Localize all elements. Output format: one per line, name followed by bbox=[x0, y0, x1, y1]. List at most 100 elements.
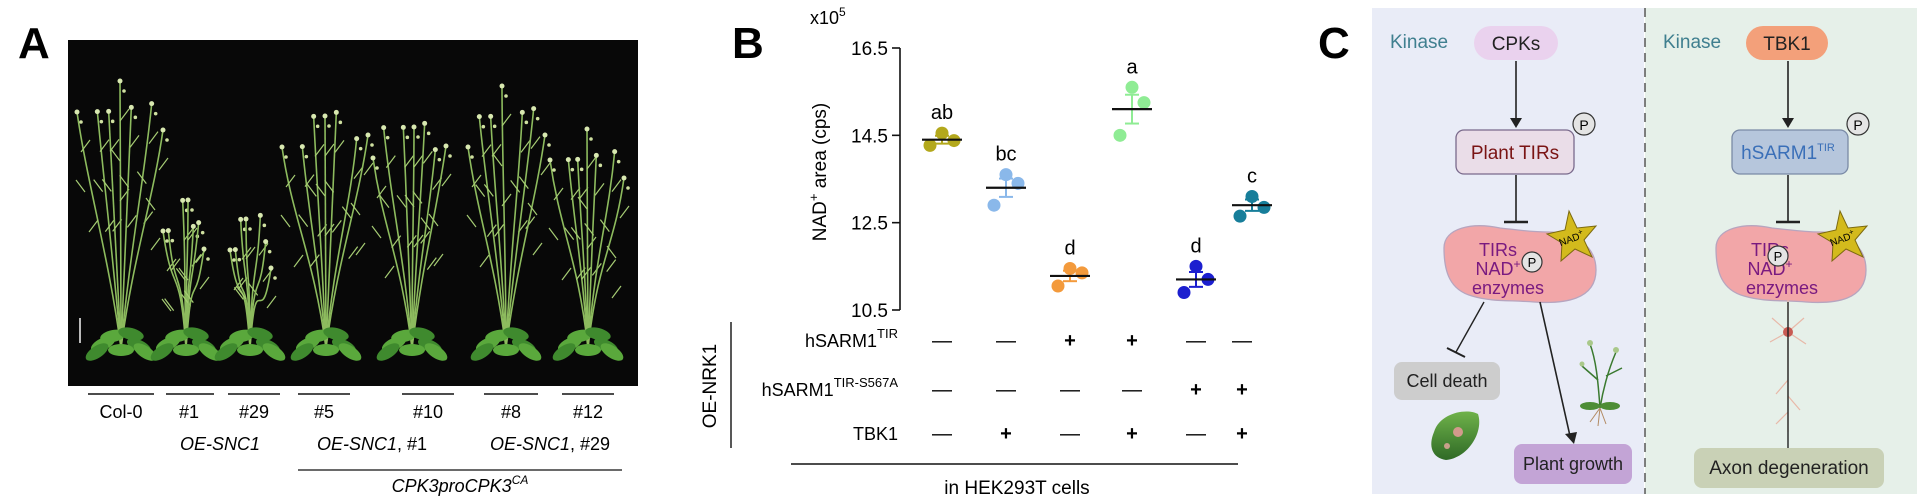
enzyme-line3: enzymes bbox=[1472, 278, 1544, 298]
data-point bbox=[1011, 176, 1025, 190]
data-point bbox=[1189, 259, 1203, 273]
seedling-icon bbox=[1579, 340, 1623, 427]
significance-letter: a bbox=[1126, 56, 1138, 78]
tir-enzyme-blob bbox=[1443, 225, 1597, 304]
plant-growth-label: Plant growth bbox=[1523, 454, 1623, 474]
genotype-label: #5 bbox=[314, 402, 334, 422]
kinase-tbk1: TBK1 bbox=[1763, 34, 1811, 55]
kinase-label: Kinase bbox=[1663, 32, 1721, 53]
plant-tirs-box bbox=[1455, 129, 1575, 175]
kinase-tbk1-pill bbox=[1746, 26, 1828, 60]
hsarm1-tir-box bbox=[1731, 129, 1849, 175]
condition-sign: — bbox=[932, 330, 952, 352]
plant bbox=[74, 78, 169, 361]
animal-pathway: Kinase TBK1 hSARM1TIR P TIRs NAD+ enzyme… bbox=[1663, 26, 1884, 488]
condition-sign: — bbox=[1060, 379, 1080, 401]
series-group: a bbox=[1112, 56, 1152, 142]
condition-sign: + bbox=[1236, 423, 1248, 445]
side-label-oe-nrk1: OE-NRK1 bbox=[700, 344, 721, 428]
enzyme-line3: enzymes bbox=[1746, 278, 1818, 298]
condition-sign: — bbox=[1122, 379, 1142, 401]
row-label: hSARM1TIR-S567A bbox=[762, 375, 899, 400]
series-group: c bbox=[1232, 165, 1272, 223]
group-label-oe-snc1-1: OE-SNC1, #1 bbox=[317, 434, 427, 454]
y-multiplier: x105 bbox=[810, 5, 846, 28]
condition-sign: — bbox=[1186, 330, 1206, 352]
plant bbox=[547, 126, 630, 361]
genotype-labels: Col-0 #1 #29 #5 #10 #8 #12 OE-SNC1 OE-SN… bbox=[88, 393, 622, 496]
significance-letter: d bbox=[1190, 235, 1201, 257]
kinase-cpks: CPKs bbox=[1492, 34, 1541, 55]
significance-letter: ab bbox=[931, 102, 953, 124]
enzyme-line1: TIRs bbox=[1479, 240, 1517, 260]
data-point bbox=[1125, 80, 1139, 94]
axon-degeneration-label: Axon degeneration bbox=[1709, 458, 1869, 479]
data-point bbox=[999, 168, 1013, 182]
plant bbox=[150, 197, 222, 361]
condition-sign: + bbox=[1126, 423, 1138, 445]
phospho-circle bbox=[1572, 112, 1596, 136]
genotype-label: #10 bbox=[413, 402, 443, 422]
y-tick-label: 16.5 bbox=[851, 39, 888, 60]
series-group: d bbox=[1176, 235, 1216, 300]
enzyme-line2: NAD+ bbox=[1475, 257, 1520, 279]
group-label-oe-snc1-29: OE-SNC1, #29 bbox=[490, 434, 610, 454]
series-group: bc bbox=[986, 144, 1026, 212]
nad-scatter-chart: 10.5 12.5 14.5 16.5 ab bc d a d c bbox=[851, 39, 1272, 322]
phospho-label: P bbox=[1853, 117, 1862, 133]
data-point bbox=[923, 138, 937, 152]
data-point bbox=[1245, 189, 1259, 203]
plant bbox=[279, 109, 374, 361]
group-label-oe-snc1: OE-SNC1 bbox=[180, 434, 260, 454]
row-label: TBK1 bbox=[853, 424, 898, 444]
condition-sign: — bbox=[996, 379, 1016, 401]
condition-sign: + bbox=[1236, 379, 1248, 401]
condition-sign: — bbox=[1186, 423, 1206, 445]
data-point bbox=[1233, 209, 1247, 223]
phospho-label-2: P bbox=[1528, 255, 1537, 270]
condition-sign: + bbox=[1126, 330, 1138, 352]
panel-b-letter: B bbox=[732, 19, 764, 68]
cell-death-label: Cell death bbox=[1406, 371, 1487, 391]
data-point bbox=[1051, 279, 1065, 293]
genotype-label: #1 bbox=[179, 402, 199, 422]
data-point bbox=[935, 126, 949, 140]
phospho-circle bbox=[1846, 112, 1870, 136]
condition-sign: + bbox=[1190, 379, 1202, 401]
plant-illustrations bbox=[74, 78, 630, 361]
genotype-label: #12 bbox=[573, 402, 603, 422]
significance-letter: d bbox=[1064, 238, 1075, 260]
row-label: hSARM1TIR bbox=[805, 326, 898, 351]
condition-sign: — bbox=[932, 423, 952, 445]
data-point bbox=[1063, 262, 1077, 276]
series-group: d bbox=[1050, 238, 1090, 293]
nad-star-icon bbox=[1816, 209, 1869, 263]
construct-label: CPK3proCPK3CA bbox=[392, 473, 529, 496]
plant bbox=[214, 212, 286, 361]
kinase-cpks-pill bbox=[1474, 26, 1558, 60]
plant bbox=[370, 120, 452, 361]
data-point bbox=[1075, 266, 1089, 280]
condition-sign: — bbox=[1232, 330, 1252, 352]
y-tick-label: 10.5 bbox=[851, 301, 888, 322]
genotype-label: Col-0 bbox=[99, 402, 142, 422]
data-point bbox=[1137, 96, 1151, 110]
condition-table: hSARM1TIR hSARM1TIR-S567A TBK1 — — + + — — — — —… bbox=[762, 326, 1252, 445]
axon-degeneration-box bbox=[1694, 448, 1884, 488]
panel-a: A Col-0 #1 #29 #5 #10 #8 #12 OE-SNC1 OE-… bbox=[18, 19, 638, 496]
cell-death-box bbox=[1394, 362, 1500, 400]
plant-growth-box bbox=[1514, 444, 1632, 484]
phospho-label-2: P bbox=[1774, 249, 1783, 264]
panel-a-letter: A bbox=[18, 19, 50, 68]
condition-sign: — bbox=[932, 379, 952, 401]
condition-sign: + bbox=[1064, 330, 1076, 352]
significance-letter: c bbox=[1247, 165, 1257, 187]
data-point bbox=[1113, 128, 1127, 142]
plant bbox=[465, 83, 551, 361]
plant-tirs-label: Plant TIRs bbox=[1471, 143, 1559, 164]
panel-c-letter: C bbox=[1318, 19, 1350, 68]
phospho-circle-2 bbox=[1521, 251, 1543, 273]
data-point bbox=[1257, 200, 1271, 214]
panel-c: C Kinase CPKs Plant TIRs P TIRs NAD+ enz… bbox=[1318, 8, 1917, 494]
